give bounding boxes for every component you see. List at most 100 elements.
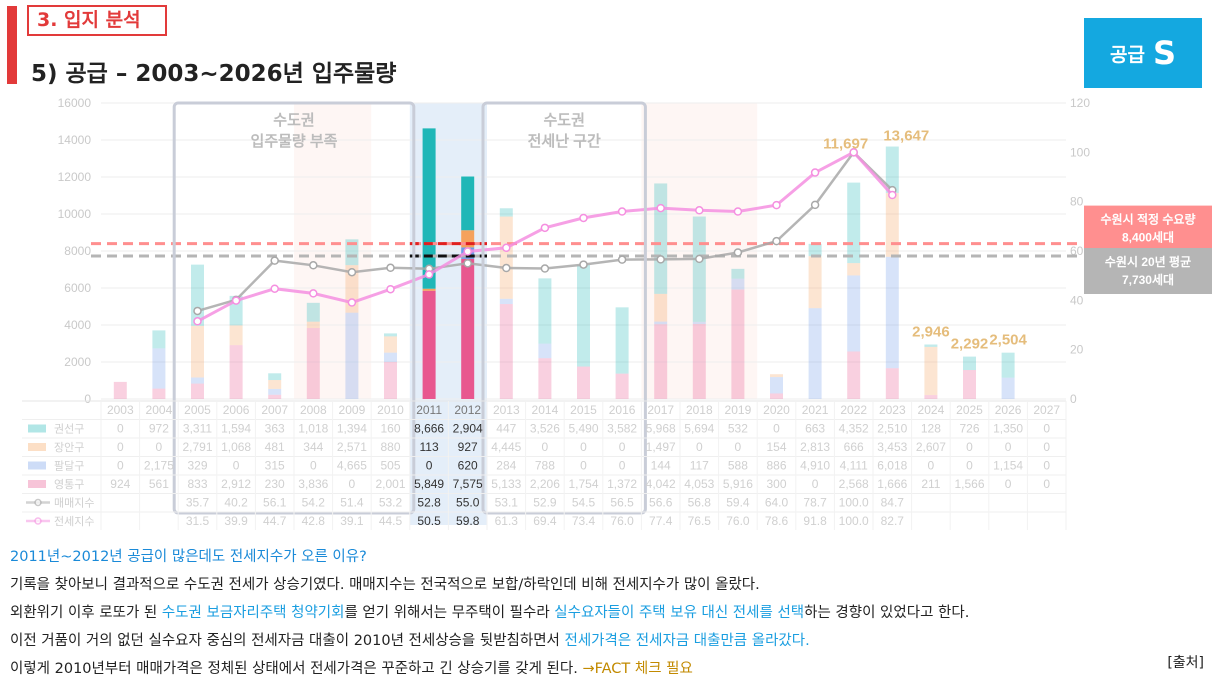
table-cell: 284 <box>496 459 516 473</box>
index-point-전세지수 <box>424 270 434 279</box>
table-cell: 726 <box>959 422 979 436</box>
region-label-line2: 입주물량 부족 <box>251 132 338 150</box>
table-cell: 55.0 <box>456 496 480 510</box>
table-cell: 7,575 <box>453 477 483 491</box>
bar-total-label: 11,697 <box>823 136 868 153</box>
table-cell: 663 <box>805 422 825 436</box>
table-year: 2015 <box>570 403 597 417</box>
table-cell: 3,582 <box>607 422 637 436</box>
explanation-text: 2011년~2012년 공급이 많은데도 전세지수가 오른 이유? 기록을 찾아… <box>10 543 1210 683</box>
table-cell: 620 <box>458 459 478 473</box>
badge-letter: S <box>1152 34 1176 72</box>
source-label: [출처] <box>1167 655 1204 671</box>
table-cell: 0 <box>426 459 433 473</box>
y-tick-right: 100 <box>1070 145 1090 159</box>
table-cell: 0 <box>156 440 163 454</box>
index-point-전세지수 <box>579 213 588 223</box>
table-year: 2018 <box>686 403 713 417</box>
table-cell: 924 <box>110 477 130 491</box>
index-point-전세지수 <box>502 243 511 253</box>
question-line: 2011년~2012년 공급이 많은데도 전세지수가 오른 이유? <box>10 549 367 565</box>
badge-text: 공급 <box>1109 43 1145 66</box>
table-cell: 2,510 <box>877 422 907 436</box>
index-point-매매지수 <box>656 255 665 264</box>
region-label-line2: 전세난 구간 <box>528 133 601 150</box>
table-cell: 78.6 <box>765 514 789 528</box>
y-tick-left: 16000 <box>58 96 92 110</box>
table-year: 2017 <box>647 403 674 417</box>
bar-권선구 <box>422 128 436 289</box>
table-year: 2009 <box>339 403 366 417</box>
table-cell: 211 <box>921 477 940 491</box>
table-cell: 0 <box>812 477 819 491</box>
bar-장안구 <box>654 293 668 322</box>
table-cell: 53.2 <box>379 496 403 510</box>
legend-label: 매매지수 <box>54 497 94 510</box>
y-tick-left: 0 <box>84 392 91 406</box>
table-cell: 0 <box>117 459 124 473</box>
bar-영통구 <box>422 290 436 399</box>
table-cell: 972 <box>149 422 169 436</box>
reference-label-box <box>1084 247 1212 294</box>
bar-권선구 <box>191 264 204 326</box>
y-tick-left: 10000 <box>58 207 92 221</box>
bar-장안구 <box>770 374 783 378</box>
table-cell: 3,311 <box>183 422 212 436</box>
table-cell: 3,836 <box>298 477 328 491</box>
table-year: 2026 <box>995 403 1022 417</box>
table-cell: 56.8 <box>688 496 712 510</box>
table-cell: 56.1 <box>263 496 287 510</box>
table-cell: 315 <box>265 459 285 473</box>
table-cell: 0 <box>1043 440 1050 454</box>
table-year: 2016 <box>609 403 636 417</box>
legend-swatch <box>28 424 46 433</box>
legend-swatch <box>28 461 46 470</box>
table-cell: 505 <box>380 459 400 473</box>
index-point-매매지수 <box>772 236 781 246</box>
y-tick-right: 0 <box>1070 392 1077 406</box>
table-cell: 2,912 <box>221 477 251 491</box>
index-point-전세지수 <box>695 206 704 215</box>
table-cell: 2,175 <box>144 459 174 473</box>
reference-label-line1: 수원시 20년 평균 <box>1105 255 1191 269</box>
table-cell: 117 <box>690 459 709 473</box>
table-cell: 2,206 <box>530 477 560 491</box>
bar-영통구 <box>538 358 552 399</box>
table-cell: 6,018 <box>877 459 907 473</box>
table-cell: 532 <box>728 422 748 436</box>
bar-팔달구 <box>1001 377 1015 399</box>
table-cell: 42.8 <box>302 514 326 528</box>
table-cell: 35.7 <box>186 496 210 510</box>
table-cell: 5,133 <box>491 477 521 491</box>
table-cell: 329 <box>187 459 207 473</box>
table-cell: 56.5 <box>610 496 634 510</box>
table-year: 2012 <box>454 403 481 417</box>
bar-팔달구 <box>191 377 204 384</box>
table-cell: 481 <box>265 440 285 454</box>
table-cell: 1,372 <box>607 477 637 491</box>
bar-권선구 <box>1001 352 1015 378</box>
y-tick-left: 12000 <box>58 170 92 184</box>
bar-장안구 <box>229 325 243 346</box>
table-cell: 344 <box>303 440 323 454</box>
bar-영통구 <box>113 381 127 399</box>
table-year: 2007 <box>261 403 288 417</box>
bar-영통구 <box>306 328 320 399</box>
table-cell: 886 <box>766 459 786 473</box>
table-year: 2006 <box>223 403 250 417</box>
bar-팔달구 <box>847 275 861 352</box>
table-cell: 0 <box>349 477 356 491</box>
index-point-매매지수 <box>386 263 395 273</box>
bar-권선구 <box>306 302 320 322</box>
table-cell: 84.7 <box>881 496 905 510</box>
table-cell: 833 <box>187 477 207 491</box>
bar-팔달구 <box>808 308 822 399</box>
table-year: 2023 <box>879 403 906 417</box>
bar-장안구 <box>885 192 899 257</box>
bar-팔달구 <box>268 388 282 395</box>
bar-권선구 <box>731 268 745 279</box>
section-accent-bar <box>7 6 17 84</box>
legend-marker <box>34 498 42 507</box>
table-cell: 100.0 <box>839 496 869 510</box>
bar-권선구 <box>538 278 552 344</box>
